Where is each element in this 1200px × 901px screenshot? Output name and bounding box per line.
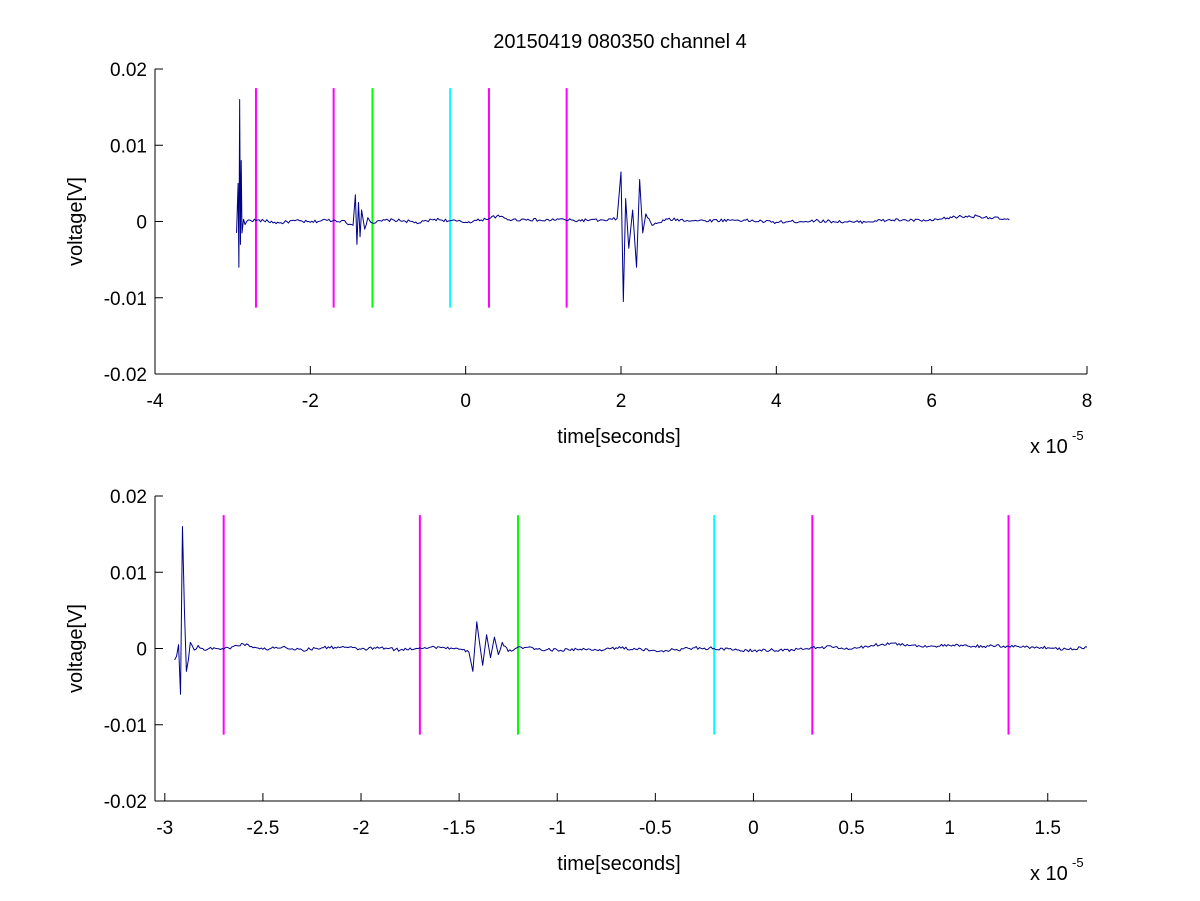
x-tick-label: 0 <box>748 818 759 839</box>
x-tick-label: 0 <box>460 391 471 412</box>
y-tick-label: 0.02 <box>110 60 147 81</box>
y-axis-label: voltage[V] <box>65 604 87 693</box>
axes-bottom: -3 -2.5 -2 -1.5 -1 -0.5 0 0.5 1 1.5 -0.02 -0.01 0 0.0… <box>65 487 1088 885</box>
x-exponent-power: -5 <box>1072 428 1084 443</box>
x-tick-label: 1 <box>944 818 955 839</box>
y-tick-label: 0.02 <box>110 487 147 508</box>
x-tick-label: 2 <box>616 391 627 412</box>
x-exponent-power: -5 <box>1072 855 1084 870</box>
x-tick-label: -1 <box>549 818 566 839</box>
signal-trace-line <box>236 99 1010 303</box>
axes-top: -4 -2 0 2 4 6 8 -0.02 -0.01 0 0.01 0.02 time[seconds… <box>65 60 1092 458</box>
x-tick-label: -2 <box>302 391 319 412</box>
x-tick-label: 0.5 <box>838 818 864 839</box>
x-tick-label: 6 <box>926 391 937 412</box>
x-tick-label: -2.5 <box>247 818 280 839</box>
y-tick-label: -0.02 <box>104 365 147 386</box>
y-axis-label: voltage[V] <box>65 177 87 266</box>
x-exponent-label: x 10 <box>1030 863 1068 885</box>
y-tick-label: -0.01 <box>104 289 147 310</box>
signal-trace-line <box>174 526 1088 695</box>
y-tick-label: -0.01 <box>104 716 147 737</box>
x-tick-label: -0.5 <box>639 818 672 839</box>
y-tick-label: 0 <box>136 640 147 661</box>
x-tick-label: 4 <box>771 391 782 412</box>
x-axis-label: time[seconds] <box>557 426 680 448</box>
x-tick-label: -3 <box>156 818 173 839</box>
y-tick-label: -0.02 <box>104 792 147 813</box>
x-tick-label: -4 <box>147 391 164 412</box>
x-tick-label: 1.5 <box>1035 818 1061 839</box>
y-tick-label: 0 <box>136 213 147 234</box>
x-tick-label: 8 <box>1082 391 1093 412</box>
figure-title: 20150419 080350 channel 4 <box>493 31 747 53</box>
x-exponent-label: x 10 <box>1030 436 1068 458</box>
x-tick-label: -2 <box>353 818 370 839</box>
y-tick-label: 0.01 <box>110 563 147 584</box>
x-tick-label: -1.5 <box>443 818 476 839</box>
y-tick-label: 0.01 <box>110 136 147 157</box>
x-axis-label: time[seconds] <box>557 853 680 875</box>
